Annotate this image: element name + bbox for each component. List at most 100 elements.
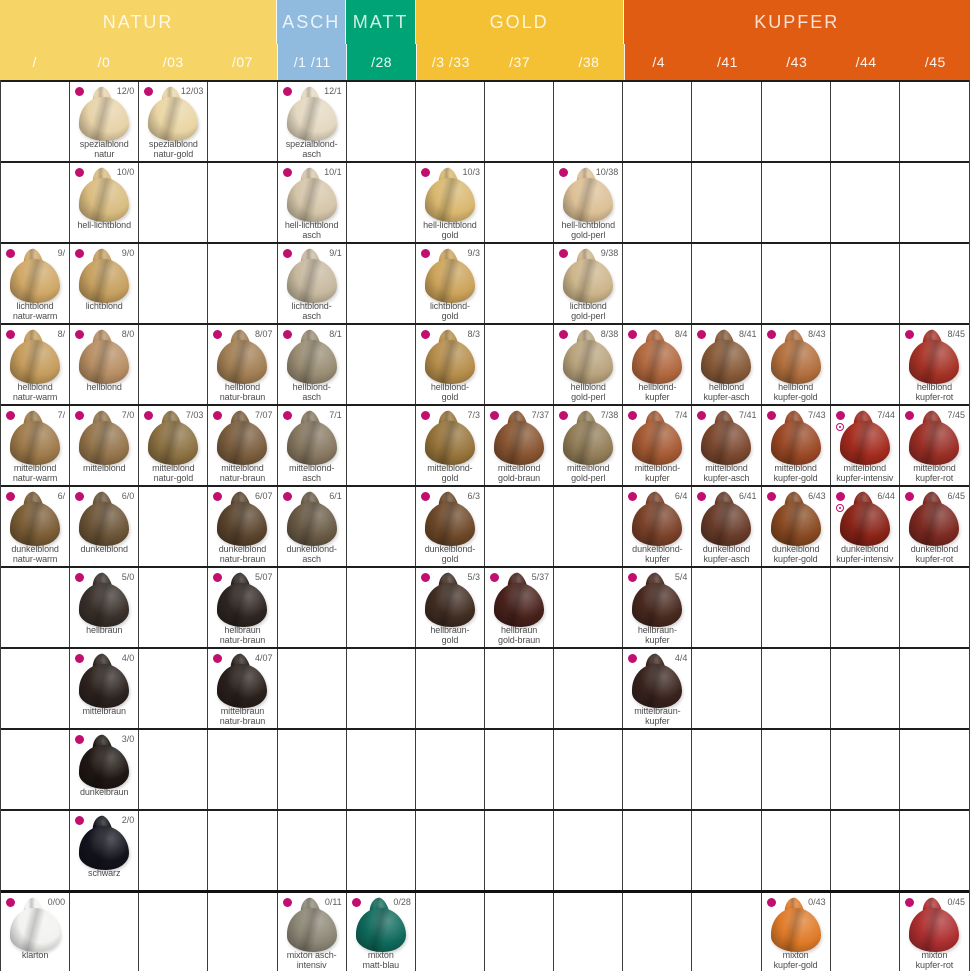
shade-name: hellbraun natur-braun bbox=[219, 625, 266, 646]
hair-swatch bbox=[492, 408, 546, 465]
hair-swatch-lock bbox=[563, 340, 614, 384]
shade-code: 7/44 bbox=[877, 410, 895, 420]
empty-cell bbox=[139, 325, 209, 404]
shade-name: spezialblond natur bbox=[79, 139, 129, 160]
hair-swatch bbox=[561, 327, 615, 384]
shade-code: 10/1 bbox=[324, 167, 342, 177]
shade-name: lichtblond- asch bbox=[291, 301, 332, 322]
shade-code: 2/0 bbox=[121, 815, 135, 825]
hair-swatch-lock bbox=[424, 178, 475, 222]
hair-swatch bbox=[77, 408, 131, 465]
availability-dot-icon bbox=[559, 168, 569, 177]
hair-swatch bbox=[561, 165, 615, 222]
hair-swatch bbox=[77, 84, 131, 141]
shade-name: mittelblond gold-braun bbox=[497, 463, 541, 484]
availability-dot-icon bbox=[213, 411, 223, 420]
shade-name: hellblond kupfer-gold bbox=[773, 382, 818, 403]
swatch-cell-10/3: 10/3 hell-lichtblond gold bbox=[416, 163, 485, 242]
availability-dot-icon bbox=[904, 898, 914, 907]
empty-cell bbox=[485, 163, 555, 242]
shade-code: 7/38 bbox=[600, 410, 619, 420]
hair-swatch bbox=[699, 489, 753, 546]
empty-cell bbox=[208, 244, 278, 323]
hair-swatch bbox=[285, 327, 339, 384]
level-row-7: 7/mittelblond natur-warm 7/0 mittelblond 7/… bbox=[1, 404, 969, 485]
hair-swatch bbox=[285, 408, 339, 465]
swatch-cell-9/38: 9/38 lichtblond gold-perl bbox=[554, 244, 624, 323]
swatch-cell-6/: 6/dunkelblond natur-warm bbox=[1, 487, 71, 566]
hair-swatch-lock bbox=[79, 826, 130, 870]
swatch-cell-0/00: 0/00 klarton bbox=[1, 893, 71, 971]
empty-cell bbox=[485, 893, 555, 971]
shade-name: mixton asch- intensiv bbox=[286, 950, 337, 971]
shade-name: dunkelblond kupfer-asch bbox=[702, 544, 751, 565]
hair-swatch bbox=[630, 651, 684, 708]
empty-cell bbox=[1, 649, 71, 728]
empty-cell bbox=[485, 811, 555, 890]
empty-cell bbox=[554, 730, 624, 809]
header-group-natur: NATUR bbox=[0, 0, 278, 44]
hair-swatch-lock bbox=[424, 421, 475, 465]
swatch-cell-2/0: 2/0 schwarz bbox=[70, 811, 140, 890]
hair-swatch-lock bbox=[148, 421, 199, 465]
empty-cell bbox=[831, 82, 900, 161]
swatch-cell-7/: 7/mittelblond natur-warm bbox=[1, 406, 71, 485]
shade-name: hell-lichtblond gold bbox=[423, 220, 477, 241]
shade-grid: 12/0 spezialblond natur 12/03 spezialblond … bbox=[0, 80, 970, 971]
shade-name: mittelblond natur-braun bbox=[219, 463, 266, 484]
column-header-5: /1 /11 bbox=[277, 44, 347, 80]
shade-name: mittelblond- asch bbox=[288, 463, 335, 484]
availability-dot-icon bbox=[766, 492, 776, 501]
column-header-6: /28 bbox=[346, 44, 416, 80]
swatch-cell-5/4: 5/4 hellbraun- kupfer bbox=[623, 568, 693, 647]
shade-name: mittelblond kupfer-gold bbox=[773, 463, 818, 484]
shade-name: hellblond bbox=[86, 382, 122, 392]
level-row-5: 5/0 hellbraun 5/07 hellbraun natur-braun 5/3… bbox=[1, 566, 969, 647]
swatch-cell-8/3: 8/3 hellblond- gold bbox=[416, 325, 485, 404]
shade-code: 7/43 bbox=[808, 410, 826, 420]
hair-swatch-lock bbox=[494, 583, 545, 627]
hair-swatch-lock bbox=[632, 340, 683, 384]
hair-swatch bbox=[146, 408, 200, 465]
shade-name: mittelblond natur-warm bbox=[12, 463, 58, 484]
swatch-cell-6/44: 6/44 dunkelblond kupfer-intensiv bbox=[831, 487, 900, 566]
availability-dot-icon bbox=[628, 654, 638, 663]
availability-dot-icon bbox=[420, 573, 430, 582]
hair-swatch-lock bbox=[839, 502, 890, 546]
swatch-cell-3/0: 3/0 dunkelbraun bbox=[70, 730, 140, 809]
empty-cell bbox=[762, 568, 831, 647]
shade-code: 12/0 bbox=[116, 86, 135, 96]
hair-swatch bbox=[561, 408, 615, 465]
swatch-cell-7/0: 7/0 mittelblond bbox=[70, 406, 140, 485]
hair-swatch-lock bbox=[632, 421, 683, 465]
availability-dot-icon bbox=[75, 573, 85, 582]
column-header-7: /3 /33 bbox=[415, 44, 485, 80]
shade-code: 0/11 bbox=[324, 897, 342, 907]
hair-swatch bbox=[77, 813, 131, 870]
empty-cell bbox=[485, 82, 555, 161]
hair-swatch-lock bbox=[79, 340, 130, 384]
hair-swatch bbox=[215, 408, 269, 465]
empty-cell bbox=[831, 244, 900, 323]
shade-code: 10/38 bbox=[595, 167, 619, 177]
availability-dot-icon bbox=[75, 249, 85, 258]
hair-swatch-lock bbox=[286, 259, 337, 303]
hair-swatch bbox=[630, 570, 684, 627]
shade-name: hellbraun- gold bbox=[430, 625, 470, 646]
shade-code: 5/3 bbox=[467, 572, 480, 582]
shade-name: dunkelblond bbox=[80, 544, 128, 554]
empty-cell bbox=[1, 82, 71, 161]
shade-name: dunkelblond kupfer-gold bbox=[771, 544, 820, 565]
empty-cell bbox=[485, 325, 555, 404]
hair-swatch bbox=[769, 327, 823, 384]
shade-code: 3/0 bbox=[121, 734, 135, 744]
shade-code: 6/ bbox=[57, 491, 66, 501]
availability-dot-icon bbox=[144, 87, 154, 96]
empty-cell bbox=[831, 568, 900, 647]
availability-dot-icon bbox=[835, 492, 845, 501]
empty-cell bbox=[692, 244, 762, 323]
swatch-cell-6/43: 6/43 dunkelblond kupfer-gold bbox=[762, 487, 831, 566]
swatch-cell-12/0: 12/0 spezialblond natur bbox=[70, 82, 140, 161]
empty-cell bbox=[139, 649, 209, 728]
